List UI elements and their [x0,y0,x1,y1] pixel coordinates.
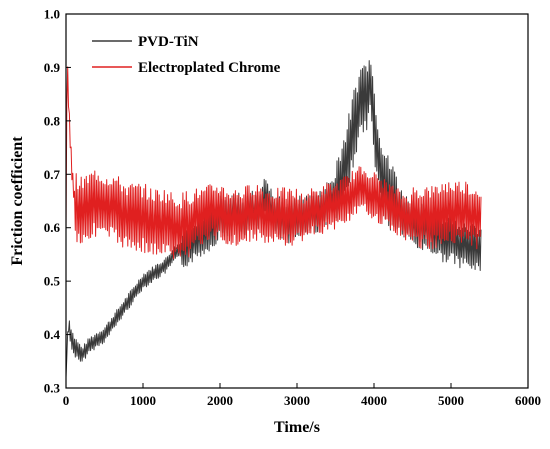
series-line-electroplated-chrome [65,66,482,260]
y-tick-label: 0.7 [44,167,61,182]
y-tick-label: 1.0 [44,7,60,22]
x-tick-label: 2000 [207,393,233,408]
x-axis-title: Time/s [274,419,320,436]
y-tick-label: 0.3 [44,381,61,396]
x-tick-label: 3000 [284,393,310,408]
y-tick-label: 0.5 [44,274,61,289]
y-tick-label: 0.6 [44,220,61,235]
y-axis-title: Friction coefficient [9,136,26,266]
y-tick-label: 0.9 [44,60,61,75]
x-tick-label: 6000 [515,393,541,408]
x-tick-label: 4000 [361,393,387,408]
y-tick-label: 0.4 [44,327,61,342]
y-tick-label: 0.8 [44,113,61,128]
legend-label-pvd-tin: PVD-TiN [138,34,199,50]
x-tick-label: 0 [63,393,70,408]
ticks-layer: 0 1000 2000 3000 4000 5000 6000 0.3 0.4 0.5 0.6 0.7… [44,7,541,409]
legend: PVD-TiN Electroplated Chrome [92,34,281,76]
x-tick-label: 1000 [130,393,156,408]
legend-label-electroplated-chrome: Electroplated Chrome [138,60,281,76]
series-layer [65,60,482,378]
x-tick-label: 5000 [438,393,464,408]
